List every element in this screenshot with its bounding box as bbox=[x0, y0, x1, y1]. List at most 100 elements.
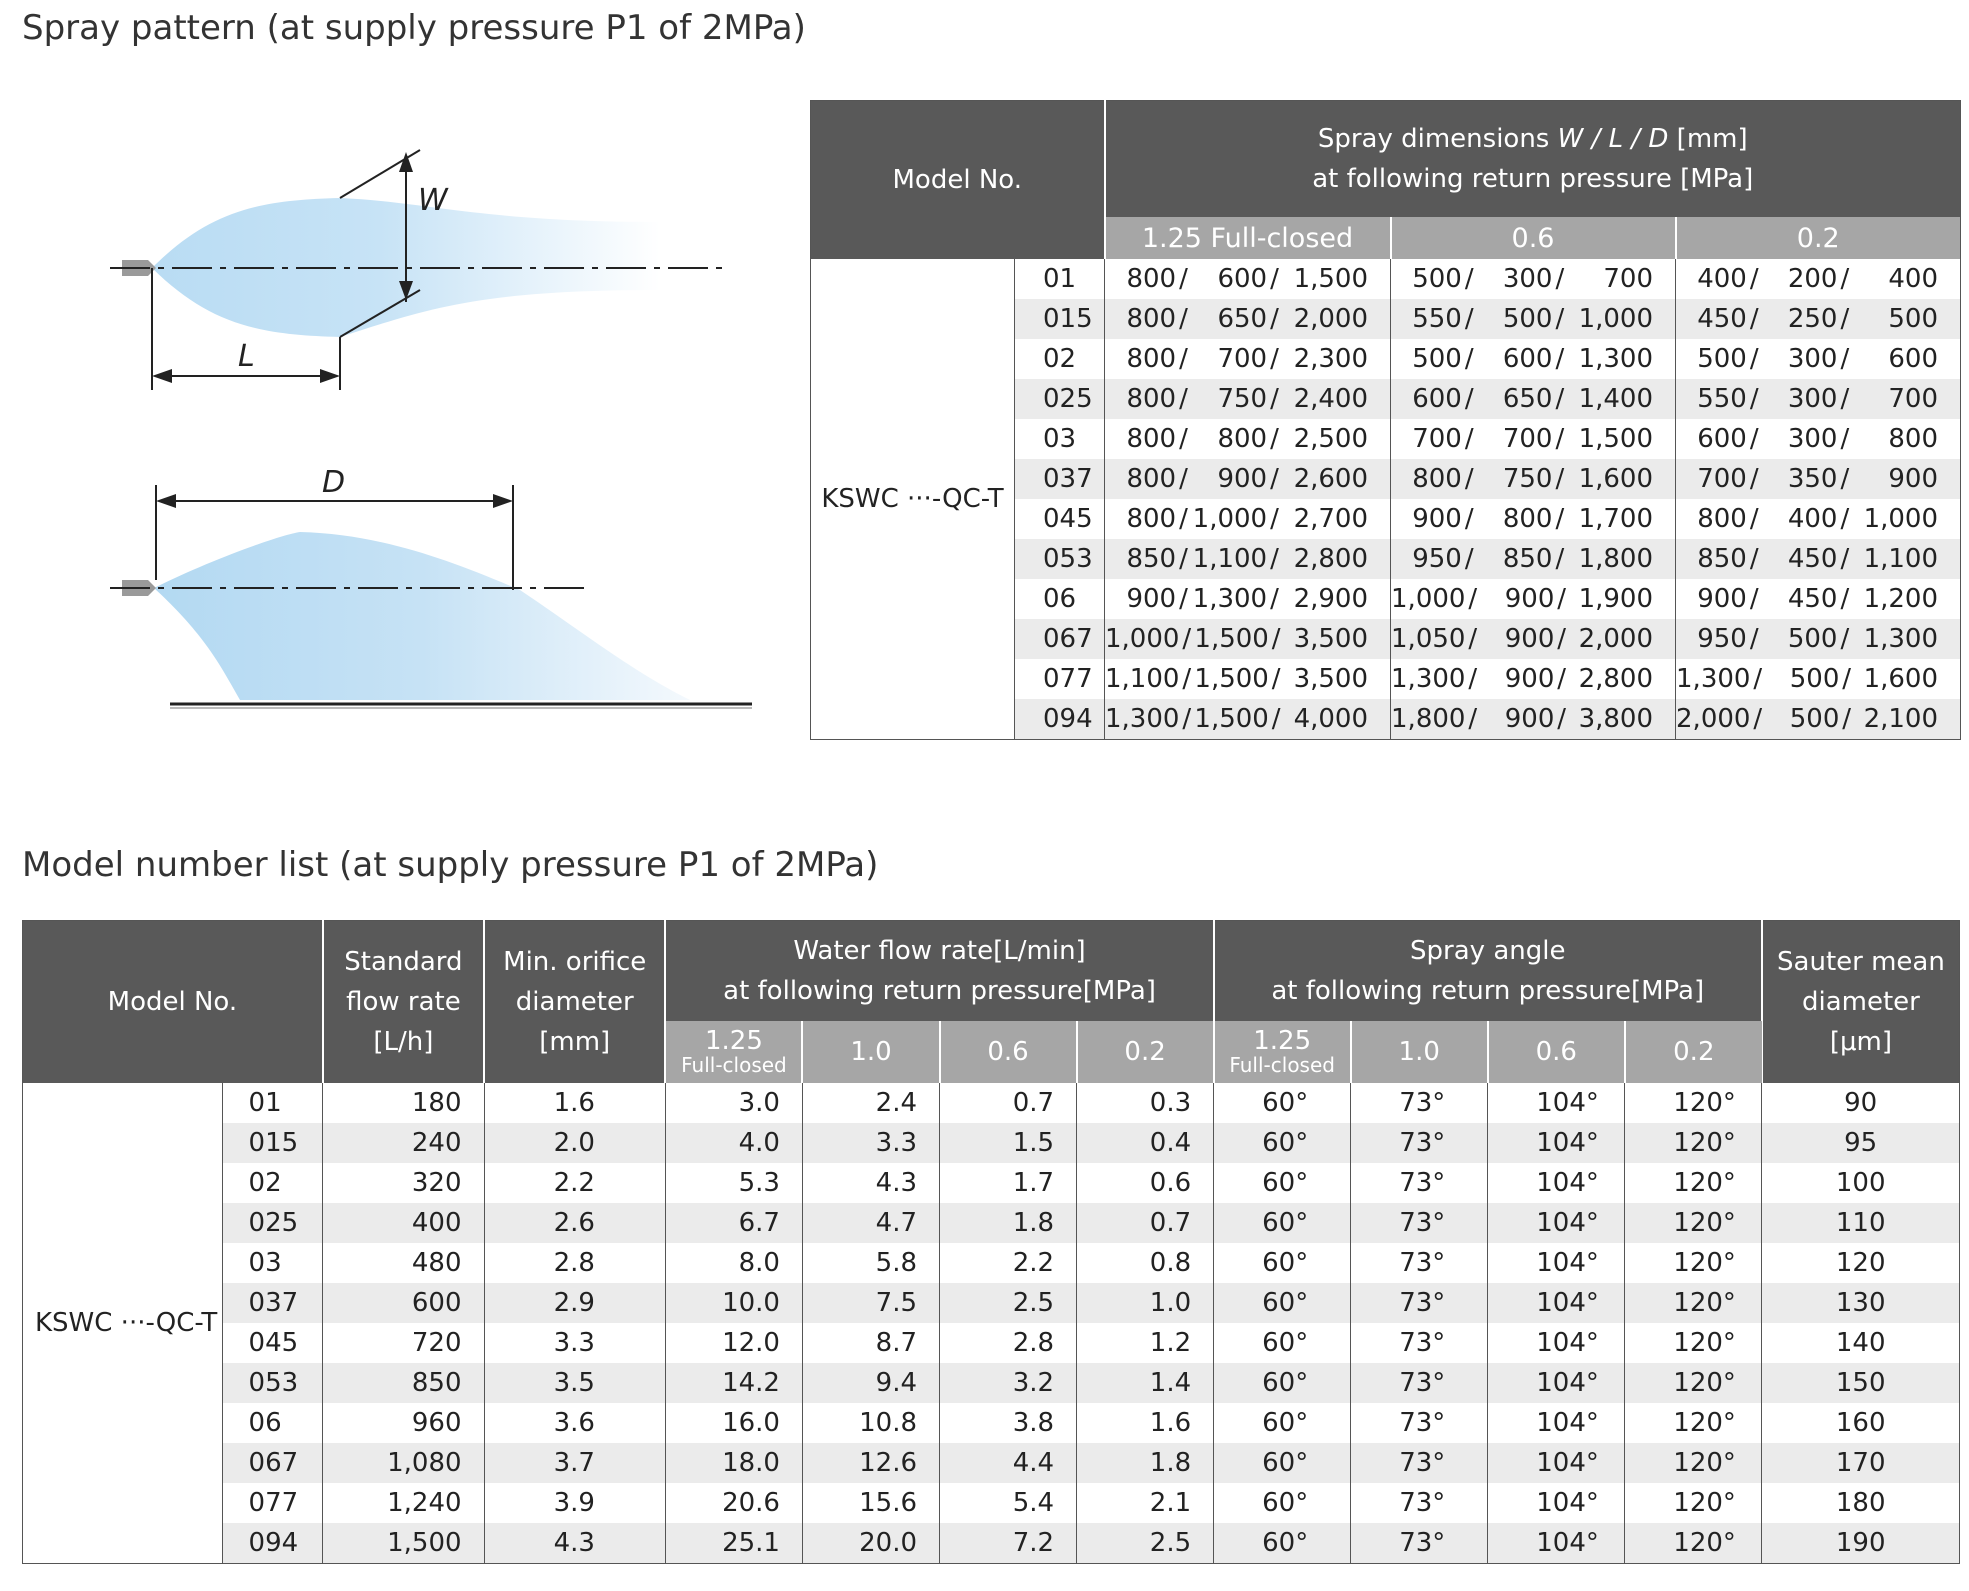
spray-angle-cell: 73° bbox=[1350, 1163, 1489, 1203]
separator-slash: / bbox=[1840, 504, 1850, 534]
dimension-l-value: 700 bbox=[1502, 424, 1553, 454]
dimension-l-value: 300 bbox=[1787, 384, 1838, 414]
spray-angle-cell: 104° bbox=[1487, 1483, 1626, 1523]
orifice-cell: 3.5 bbox=[484, 1363, 666, 1403]
dimension-w-value: 600 bbox=[1412, 384, 1462, 414]
standard-flow-cell: 720 bbox=[322, 1323, 485, 1363]
water-flow-cell: 3.3 bbox=[802, 1123, 941, 1163]
separator-slash: / bbox=[1840, 424, 1850, 454]
model-code-cell: 037 bbox=[1014, 459, 1105, 499]
dimension-w-value: 1,300 bbox=[1391, 664, 1466, 694]
spray-angle-cell: 60° bbox=[1213, 1523, 1352, 1564]
model-code-cell: 037 bbox=[222, 1283, 324, 1323]
dimension-w-value: 1,100 bbox=[1105, 664, 1180, 694]
separator-slash: / bbox=[1840, 304, 1850, 334]
separator-slash: / bbox=[1182, 704, 1192, 734]
model-list-title: Model number list (at supply pressure P1… bbox=[22, 845, 879, 885]
dimension-l-value: 200 bbox=[1787, 264, 1838, 294]
sauter-diameter-cell: 180 bbox=[1761, 1483, 1960, 1523]
dimension-l-value: 250 bbox=[1787, 304, 1838, 334]
spray-angle-cell: 120° bbox=[1624, 1243, 1763, 1283]
spray-dimension-cell: 850/450/1,100 bbox=[1675, 539, 1961, 579]
dimension-l-value: 900 bbox=[1504, 704, 1555, 734]
spray-dimension-cell: 800/750/1,600 bbox=[1390, 459, 1676, 499]
model-code-cell: 02 bbox=[222, 1163, 324, 1203]
spray-angle-cell: 60° bbox=[1213, 1283, 1352, 1323]
dimension-w-value: 850 bbox=[1697, 544, 1747, 574]
standard-flow-cell: 320 bbox=[322, 1163, 485, 1203]
separator-slash: / bbox=[1840, 584, 1850, 614]
dimension-d-value: 1,800 bbox=[1578, 544, 1653, 574]
sauter-diameter-cell: 120 bbox=[1761, 1243, 1960, 1283]
dimension-w-value: 700 bbox=[1412, 424, 1462, 454]
spray-angle-cell: 120° bbox=[1624, 1483, 1763, 1523]
table-row: 025 400 2.6 6.7 4.7 1.8 0.7 60° 73° 104° 120° 110 bbox=[23, 1203, 1960, 1243]
separator-slash: / bbox=[1182, 624, 1192, 654]
dimension-d-value: 3,800 bbox=[1578, 704, 1653, 734]
separator-slash: / bbox=[1270, 504, 1279, 534]
orifice-cell: 2.0 bbox=[484, 1123, 666, 1163]
dimension-d-value: 800 bbox=[1888, 424, 1938, 454]
separator-slash: / bbox=[1840, 264, 1850, 294]
separator-slash: / bbox=[1464, 264, 1474, 294]
dimension-d-value: 2,800 bbox=[1578, 664, 1653, 694]
dimension-w-value: 600 bbox=[1697, 424, 1747, 454]
table-row: 015 800/650/2,000 550/500/1,000 450/250/500 bbox=[811, 299, 1961, 339]
dimension-d-value: 1,500 bbox=[1578, 424, 1653, 454]
spray-dimension-cell: 800/750/2,400 bbox=[1104, 379, 1391, 419]
table-row: 053 850/1,100/2,800 950/850/1,800 850/450/1… bbox=[811, 539, 1961, 579]
table-row: 067 1,000/1,500/3,500 1,050/900/2,000 950/5… bbox=[811, 619, 1961, 659]
spray-dimension-cell: 1,100/1,500/3,500 bbox=[1104, 659, 1391, 699]
model-code-cell: 045 bbox=[222, 1323, 324, 1363]
separator-slash: / bbox=[1557, 664, 1567, 694]
spray-pattern-title: Spray pattern (at supply pressure P1 of … bbox=[22, 8, 806, 48]
standard-flow-rate-header: Standard flow rate [L/h] bbox=[322, 920, 486, 1083]
model-code-cell: 02 bbox=[1014, 339, 1105, 379]
dimension-l-value: 1,000 bbox=[1192, 504, 1268, 534]
water-flow-cell: 18.0 bbox=[665, 1443, 803, 1483]
spray-dimension-cell: 700/700/1,500 bbox=[1390, 419, 1676, 459]
model-no-header: Model No. bbox=[810, 100, 1106, 259]
water-flow-cell: 4.0 bbox=[665, 1123, 803, 1163]
dimension-d-value: 1,000 bbox=[1578, 304, 1653, 334]
separator-slash: / bbox=[1468, 664, 1478, 694]
water-flow-cell: 3.0 bbox=[665, 1083, 803, 1123]
dimension-d-value: 2,100 bbox=[1863, 704, 1938, 734]
spray-angle-cell: 120° bbox=[1624, 1123, 1763, 1163]
spray-dimension-cell: 900/450/1,200 bbox=[1675, 579, 1961, 619]
separator-slash: / bbox=[1464, 504, 1474, 534]
spray-dimension-cell: 950/500/1,300 bbox=[1675, 619, 1961, 659]
water-flow-cell: 6.7 bbox=[665, 1203, 803, 1243]
separator-slash: / bbox=[1468, 704, 1478, 734]
dimension-d-value: 500 bbox=[1888, 304, 1938, 334]
dimension-l-value: 500 bbox=[1789, 704, 1840, 734]
spray-dimension-cell: 450/250/500 bbox=[1675, 299, 1961, 339]
separator-slash: / bbox=[1270, 464, 1279, 494]
spray-angle-cell: 104° bbox=[1487, 1203, 1626, 1243]
separator-slash: / bbox=[1271, 664, 1281, 694]
model-number-table: Model No. Standard flow rate [L/h] Min. or… bbox=[22, 920, 1960, 1564]
dimension-w-value: 400 bbox=[1697, 264, 1747, 294]
d-label: D bbox=[322, 465, 345, 500]
spray-dimension-cell: 1,300/1,500/4,000 bbox=[1104, 699, 1391, 740]
separator-slash: / bbox=[1842, 664, 1852, 694]
separator-slash: / bbox=[1179, 584, 1188, 614]
dimension-d-value: 1,000 bbox=[1863, 504, 1938, 534]
orifice-cell: 3.9 bbox=[484, 1483, 666, 1523]
spray-plume-side-view bbox=[154, 532, 690, 700]
spray-angle-cell: 60° bbox=[1213, 1483, 1352, 1523]
separator-slash: / bbox=[1464, 544, 1474, 574]
dimension-d-value: 4,000 bbox=[1293, 704, 1368, 734]
model-code-cell: 01 bbox=[1014, 259, 1105, 299]
spray-dimension-cell: 550/500/1,000 bbox=[1390, 299, 1676, 339]
sauter-diameter-cell: 110 bbox=[1761, 1203, 1960, 1243]
separator-slash: / bbox=[1749, 424, 1759, 454]
dimension-d-value: 600 bbox=[1888, 344, 1938, 374]
spray-dimension-cell: 600/300/800 bbox=[1675, 419, 1961, 459]
spray-dimension-cell: 800/1,000/2,700 bbox=[1104, 499, 1391, 539]
table-row: 015 240 2.0 4.0 3.3 1.5 0.4 60° 73° 104° 120° 95 bbox=[23, 1123, 1960, 1163]
dimension-w-value: 800 bbox=[1126, 384, 1177, 414]
separator-slash: / bbox=[1842, 704, 1852, 734]
water-flow-cell: 14.2 bbox=[665, 1363, 803, 1403]
dimension-l-value: 300 bbox=[1502, 264, 1553, 294]
